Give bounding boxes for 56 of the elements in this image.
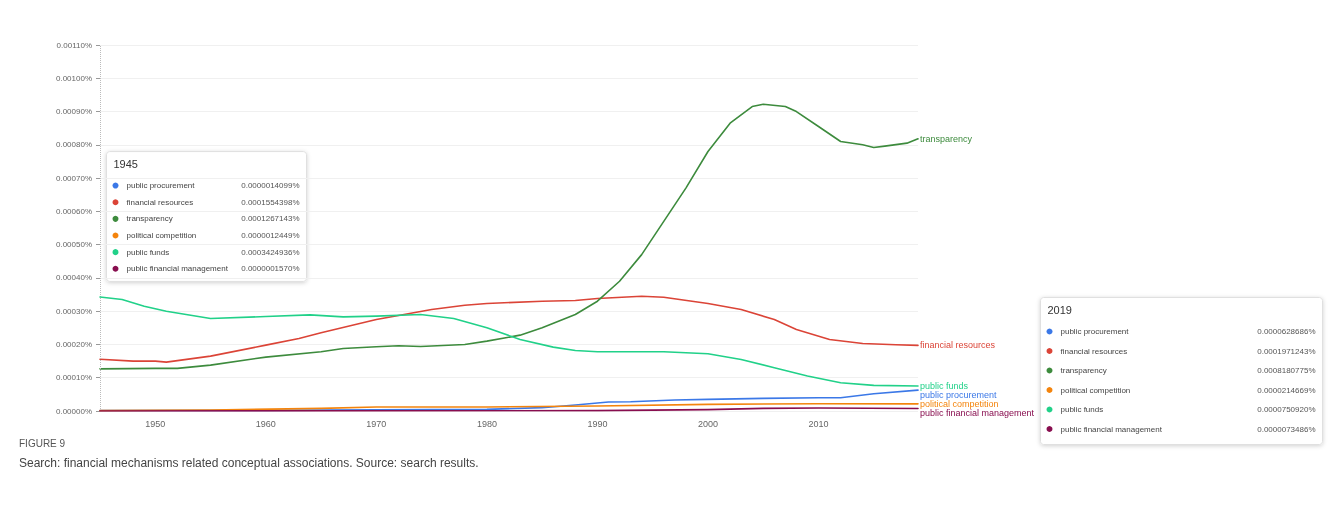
annotation: 0.0000001570% xyxy=(241,264,300,274)
text: transparency xyxy=(1060,366,1107,375)
text: financial resources xyxy=(1060,346,1128,356)
line-series xyxy=(99,295,919,363)
line-series xyxy=(99,296,919,387)
annotation: 0.0000012449% xyxy=(241,231,300,240)
text: 2019 xyxy=(1047,304,1072,316)
text: financial resources xyxy=(920,340,996,351)
x-tick-label: 2010 xyxy=(808,418,829,429)
text: public financial management xyxy=(920,408,1035,419)
y-tick-label: 0.00030% xyxy=(55,306,92,316)
text: Search: financial mechanisms related conceptual associations. Source: search results. xyxy=(19,456,479,470)
annotation: 0.0003424936% xyxy=(241,247,300,257)
x-tick-label: 1950 xyxy=(145,418,166,429)
text: public funds xyxy=(1060,405,1104,414)
legend-label: financial resources xyxy=(126,197,194,207)
annotation: 0.0001267143% xyxy=(241,214,300,224)
text: FIGURE 9 xyxy=(19,437,66,449)
text: 0.0001971243% xyxy=(1257,346,1316,356)
text: public procurement xyxy=(920,390,997,401)
text: 0.0008180775% xyxy=(1257,366,1316,375)
text: political competition xyxy=(920,399,999,410)
legend-label: transparency xyxy=(126,214,173,224)
text: transparency xyxy=(920,133,973,144)
text: 0.0000628686% xyxy=(1257,327,1316,336)
text: 0.0000750920% xyxy=(1257,405,1316,414)
annotation: 1945 xyxy=(113,158,138,171)
y-tick-label: 0.00100% xyxy=(55,73,92,83)
y-tick-label: 0.00020% xyxy=(55,339,92,349)
text: political competition xyxy=(126,231,197,240)
legend-label: public procurement xyxy=(1060,327,1130,336)
y-tick-label: 0.00050% xyxy=(55,240,92,250)
y-tick-label: 0.00110% xyxy=(56,40,92,50)
line-series xyxy=(99,103,919,370)
y-tick-label: 0.00060% xyxy=(55,206,92,216)
annotation: 0.0001554398% xyxy=(241,197,300,207)
y-tick-label: 0.00040% xyxy=(55,273,92,283)
annotation: 0.0000014099% xyxy=(241,181,300,191)
text: public funds xyxy=(920,381,969,392)
y-tick-label: 0.00000% xyxy=(55,406,92,416)
y-tick-label: 0.00070% xyxy=(55,173,92,183)
text: public financial management xyxy=(1060,424,1162,434)
y-tick-label: 0.00090% xyxy=(55,107,92,117)
x-tick-label: 1960 xyxy=(255,418,276,429)
text: public procurement xyxy=(126,181,195,191)
x-tick-label: 1970 xyxy=(366,418,387,429)
legend-label: political competition xyxy=(1060,385,1131,395)
text: 0.0000214669% xyxy=(1257,385,1316,395)
x-tick-label: 1990 xyxy=(587,418,608,429)
x-tick-label: 1980 xyxy=(476,418,497,429)
y-tick-label: 0.00010% xyxy=(55,373,92,383)
y-tick-label: 0.00080% xyxy=(55,140,92,150)
legend-label: public financial management xyxy=(126,264,229,274)
text: 0.0000073486% xyxy=(1257,424,1316,434)
x-tick-label: 2000 xyxy=(697,418,718,429)
legend-label: public funds xyxy=(126,247,170,257)
